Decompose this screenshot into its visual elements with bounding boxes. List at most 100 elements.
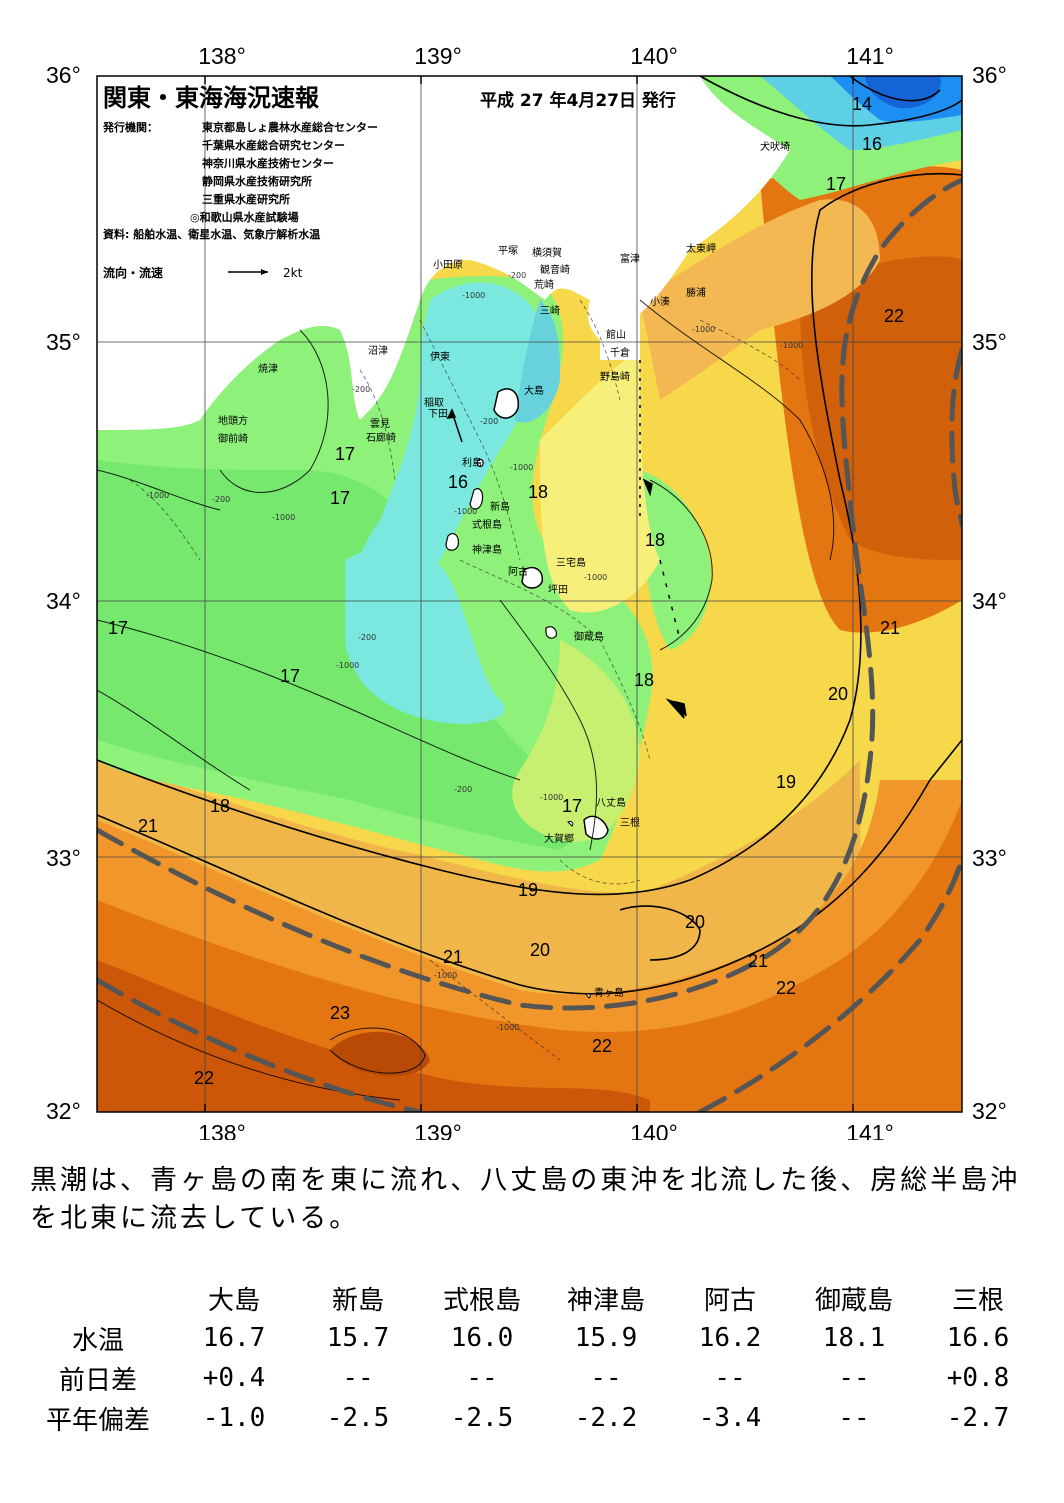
table-cell: -- <box>714 1363 746 1393</box>
isotherm-label: 21 <box>138 816 158 836</box>
latitude-label: 32° <box>972 1098 1007 1124</box>
place-label: 御蔵島 <box>574 630 604 643</box>
place-label: 下田 <box>428 409 448 420</box>
longitude-label: 140° <box>630 1120 678 1140</box>
depth-contour-label: -1000 <box>540 793 563 802</box>
depth-contour-label: -200 <box>454 785 472 794</box>
depth-contour-label: -1000 <box>496 1023 519 1032</box>
place-label: 荒崎 <box>534 278 554 291</box>
longitude-label: 139° <box>414 43 462 69</box>
place-label: 稲取 <box>424 397 444 409</box>
issuer-label: 発行機関： <box>102 120 158 134</box>
place-label: 三崎 <box>540 304 560 317</box>
longitude-label: 139° <box>414 1120 462 1140</box>
longitude-label: 138° <box>198 43 246 69</box>
place-label: 八丈島 <box>596 796 626 809</box>
flow-unit: 2kt <box>283 266 303 280</box>
table-cell: +0.8 <box>946 1363 1010 1393</box>
place-label: 千倉 <box>610 346 630 359</box>
flow-label: 流向・流速 <box>103 265 163 280</box>
col-mikurajima: 御蔵島 <box>814 1285 893 1316</box>
place-label: 三宅島 <box>556 556 586 569</box>
col-niijima: 新島 <box>331 1285 384 1316</box>
isotherm-label: 18 <box>634 670 654 690</box>
col-mitsune: 三根 <box>951 1285 1004 1316</box>
kuroshio-summary: 黒潮は、青ヶ島の南を東に流れ、八丈島の東沖を北流した後、房総半島沖を北東に流去し… <box>30 1165 1021 1234</box>
depth-contour-label: -200 <box>508 271 526 280</box>
table-cell: -2.2 <box>574 1403 638 1433</box>
row-label: 前日差 <box>58 1365 137 1396</box>
row-label: 平年偏差 <box>45 1405 150 1436</box>
place-label: 地頭方 <box>218 414 248 427</box>
table-cell: 16.7 <box>202 1323 266 1353</box>
col-oshima: 大島 <box>207 1285 260 1316</box>
place-label: 三根 <box>620 816 640 829</box>
latitude-label: 32° <box>46 1098 81 1124</box>
depth-contour-label: -1000 <box>146 491 169 500</box>
col-shikinejima: 式根島 <box>442 1285 521 1316</box>
place-label: 勝浦 <box>686 286 706 299</box>
row-label: 水温 <box>71 1325 124 1356</box>
table-cell: 18.1 <box>822 1323 886 1353</box>
issue-date: 平成 27 年4月27日 発行 <box>480 90 676 111</box>
longitude-label: 138° <box>198 1120 246 1140</box>
table-header-row: 大島 新島 式根島 神津島 阿古 御蔵島 三根 <box>24 1278 1040 1318</box>
latitude-label: 34° <box>46 588 81 614</box>
place-label: 小田原 <box>433 259 463 271</box>
table-row: 平年偏差 -1.0 -2.5 -2.5 -2.2 -3.4 -- -2.7 <box>24 1398 1040 1438</box>
place-label: 坪田 <box>548 583 568 596</box>
place-label: 沼津 <box>368 344 388 357</box>
depth-contour-label: -1000 <box>510 463 533 472</box>
isotherm-label: 17 <box>335 444 355 464</box>
place-label: 観音崎 <box>540 263 570 276</box>
depth-contour-label: -1000 <box>454 507 477 516</box>
isotherm-label: 22 <box>592 1036 612 1056</box>
table-row: 水温 16.7 15.7 16.0 15.9 16.2 18.1 16.6 <box>24 1318 1040 1358</box>
table-cell: -- <box>590 1363 622 1393</box>
place-label: 小湊 <box>650 295 670 308</box>
place-label: 阿古 <box>508 565 528 578</box>
issuer-name: 東京都島しょ農林水産総合センター <box>202 120 378 134</box>
table-cell: -- <box>838 1403 870 1433</box>
place-label: 神津島 <box>472 543 502 556</box>
col-ako: 阿古 <box>703 1285 756 1316</box>
map-title: 関東・東海海況速報 <box>103 84 320 112</box>
flow-scale-arrowhead <box>261 269 268 275</box>
latitude-label: 33° <box>46 845 81 871</box>
longitude-label: 140° <box>630 43 678 69</box>
depth-contour-label: -1000 <box>462 291 485 300</box>
depth-contour-label: -1000 <box>272 513 295 522</box>
isotherm-label: 17 <box>330 488 350 508</box>
table-row: 前日差 +0.4 -- -- -- -- -- +0.8 <box>24 1358 1040 1398</box>
depth-contour-label: -1000 <box>434 971 457 980</box>
latitude-label: 35° <box>972 329 1007 355</box>
isotherm-label: 18 <box>645 530 665 550</box>
issuer-name: 静岡県水産技術研究所 <box>202 174 312 188</box>
depth-contour-label: -200 <box>480 417 498 426</box>
isotherm-label: 19 <box>518 880 538 900</box>
table-cell: -2.5 <box>450 1403 514 1433</box>
latitude-label: 36° <box>46 62 81 88</box>
latitude-label: 36° <box>972 62 1007 88</box>
table-cell: -3.4 <box>698 1403 762 1433</box>
longitude-label: 141° <box>846 1120 894 1140</box>
isotherm-label: 21 <box>443 947 463 967</box>
place-label: 石廊崎 <box>366 431 396 444</box>
place-label: 新島 <box>490 500 510 513</box>
isotherm-label: 21 <box>748 951 768 971</box>
isotherm-label: 14 <box>852 94 872 114</box>
place-label: 犬吠埼 <box>760 140 790 153</box>
table-cell: 15.7 <box>326 1323 390 1353</box>
place-label: 伊東 <box>430 350 450 363</box>
table-cell: 16.6 <box>946 1323 1010 1353</box>
place-label: 焼津 <box>258 363 278 375</box>
latitude-label: 33° <box>972 845 1007 871</box>
isotherm-label: 18 <box>210 796 230 816</box>
issuer-name: 神奈川県水産技術センター <box>202 156 334 170</box>
place-label: 利島 <box>462 456 482 469</box>
table-cell: -2.5 <box>326 1403 390 1433</box>
place-label: 式根島 <box>472 518 502 531</box>
place-label: 太東岬 <box>686 242 716 255</box>
isotherm-label: 16 <box>448 472 468 492</box>
table-cell: 16.2 <box>698 1323 762 1353</box>
